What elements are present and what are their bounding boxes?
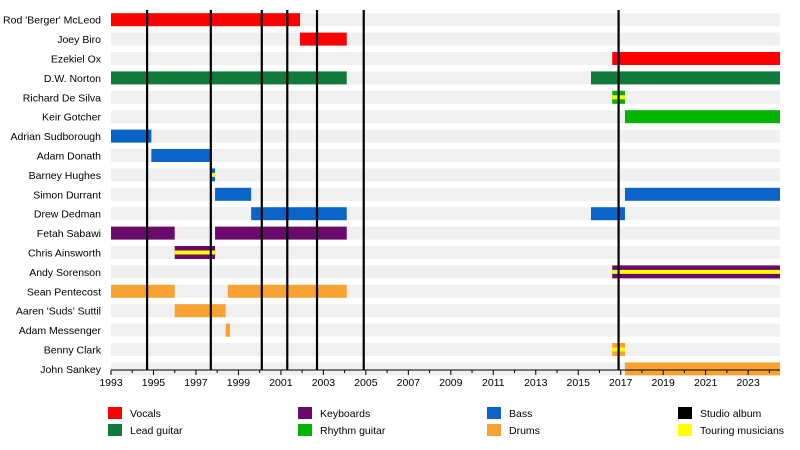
legend: Vocals Keyboards Bass Studio album Lead guit… — [108, 407, 784, 437]
legend-label-rhythm-guitar: Rhythm guitar — [320, 425, 386, 437]
bar-keir-gotcher-0 — [624, 110, 780, 124]
touring-stripe-chris-ainsworth — [174, 250, 216, 255]
bar-ezekiel-ox-0 — [612, 52, 780, 65]
member-name-adrian-sudborough: Adrian Sudborough — [11, 131, 102, 143]
x-tick-label-2005: 2005 — [354, 377, 378, 389]
member-name-sean-pentecost: Sean Pentecost — [27, 286, 101, 298]
member-name-john-sankey: John Sankey — [40, 364, 101, 376]
x-tick-label-2017: 2017 — [609, 377, 633, 389]
x-tick-label-1997: 1997 — [184, 377, 208, 389]
member-name-andy-sorenson: Andy Sorenson — [29, 267, 101, 279]
bar-sean-pentecost-0 — [111, 284, 175, 298]
legend-item-studio-album: Studio album — [678, 407, 762, 420]
bar-d-w-norton-1 — [590, 71, 780, 85]
touring-stripe-barney-hughes — [210, 172, 216, 177]
bar-drew-dedman-1 — [590, 207, 625, 221]
x-tick-label-2001: 2001 — [269, 377, 293, 389]
member-name-drew-dedman: Drew Dedman — [34, 209, 101, 221]
bar-fetah-sabawi-1 — [215, 226, 347, 240]
row-stripe — [111, 110, 780, 124]
bar-simon-durrant-1 — [624, 187, 780, 201]
legend-swatch-lead-guitar — [108, 424, 122, 436]
row-stripe — [111, 168, 780, 182]
legend-item-touring-musicians: Touring musicians — [678, 424, 784, 437]
legend-item-drums: Drums — [487, 424, 540, 437]
legend-swatch-vocals — [108, 407, 122, 419]
legend-label-bass: Bass — [509, 408, 532, 420]
legend-swatch-touring-musicians — [678, 424, 692, 436]
x-tick-label-1999: 1999 — [227, 377, 251, 389]
member-names: Rod 'Berger' McLeod Joey Biro Ezekiel Ox D.… — [3, 15, 102, 376]
row-stripe — [111, 304, 780, 318]
row-stripe — [111, 362, 780, 376]
member-name-chris-ainsworth: Chris Ainsworth — [28, 248, 101, 260]
x-tick-label-2007: 2007 — [397, 377, 421, 389]
member-name-aaren-suds-suttil: Aaren 'Suds' Suttil — [16, 306, 101, 318]
member-name-joey-biro: Joey Biro — [57, 34, 101, 46]
bar-adam-messenger-0 — [225, 323, 230, 337]
bar-john-sankey-0 — [624, 362, 780, 376]
member-name-keir-gotcher: Keir Gotcher — [42, 112, 101, 124]
row-stripe — [111, 32, 780, 46]
legend-item-keyboards: Keyboards — [298, 407, 370, 420]
member-name-barney-hughes: Barney Hughes — [29, 170, 101, 182]
legend-label-keyboards: Keyboards — [320, 408, 370, 420]
x-tick-label-2013: 2013 — [524, 377, 548, 389]
x-axis: 1993 1995 1997 1999 2001 2003 2005 2007 2009 2011… — [99, 369, 780, 389]
row-stripe — [111, 323, 780, 337]
member-name-ezekiel-ox: Ezekiel Ox — [51, 54, 102, 66]
bar-aaren-suds-suttil-0 — [174, 304, 226, 318]
bar-fetah-sabawi-0 — [111, 226, 175, 240]
bar-adam-donath-0 — [151, 149, 211, 162]
member-name-d-w-norton: D.W. Norton — [44, 73, 101, 85]
row-stripe — [111, 149, 780, 162]
member-name-rod-berger-mcleod: Rod 'Berger' McLeod — [3, 15, 101, 27]
legend-item-bass: Bass — [487, 407, 532, 420]
x-tick-label-2023: 2023 — [736, 377, 760, 389]
x-tick-label-2011: 2011 — [482, 377, 505, 389]
legend-label-vocals: Vocals — [130, 408, 161, 420]
legend-item-lead-guitar: Lead guitar — [108, 424, 183, 437]
x-tick-label-2015: 2015 — [567, 377, 591, 389]
bar-simon-durrant-0 — [215, 187, 252, 201]
member-name-fetah-sabawi: Fetah Sabawi — [37, 228, 101, 240]
bar-rod-berger-mcleod-0 — [111, 13, 301, 27]
x-tick-label-2003: 2003 — [312, 377, 336, 389]
legend-swatch-drums — [487, 424, 501, 436]
member-name-adam-donath: Adam Donath — [37, 151, 101, 163]
legend-swatch-rhythm-guitar — [298, 424, 312, 436]
x-tick-label-1995: 1995 — [142, 377, 166, 389]
x-tick-label-2009: 2009 — [439, 377, 463, 389]
legend-label-drums: Drums — [509, 425, 540, 437]
row-stripe — [111, 187, 780, 201]
member-name-benny-clark: Benny Clark — [44, 345, 102, 357]
row-stripe — [111, 246, 780, 259]
legend-swatch-studio-album — [678, 407, 692, 419]
member-name-richard-de-silva: Richard De Silva — [23, 92, 101, 104]
member-name-simon-durrant: Simon Durrant — [33, 189, 101, 201]
legend-label-lead-guitar: Lead guitar — [130, 425, 183, 437]
bar-adrian-sudborough-0 — [111, 129, 152, 143]
member-name-adam-messenger: Adam Messenger — [19, 325, 102, 337]
bar-joey-biro-0 — [300, 32, 347, 46]
legend-swatch-keyboards — [298, 407, 312, 419]
member-bars — [111, 13, 780, 376]
touring-stripe-andy-sorenson — [612, 269, 780, 274]
row-stripe — [111, 129, 780, 143]
album-lines — [146, 10, 620, 370]
x-tick-label-1993: 1993 — [99, 377, 123, 389]
x-tick-label-2021: 2021 — [694, 377, 718, 389]
legend-label-touring-musicians: Touring musicians — [700, 425, 784, 437]
bar-drew-dedman-0 — [251, 207, 347, 221]
legend-item-vocals: Vocals — [108, 407, 161, 420]
x-tick-label-2019: 2019 — [652, 377, 676, 389]
legend-item-rhythm-guitar: Rhythm guitar — [298, 424, 386, 437]
legend-swatch-bass — [487, 407, 501, 419]
legend-label-studio-album: Studio album — [700, 408, 762, 420]
